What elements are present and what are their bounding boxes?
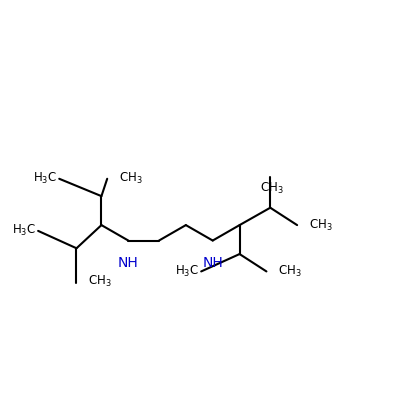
Text: CH$_3$: CH$_3$ [119,171,142,186]
Text: NH: NH [202,256,223,270]
Text: H$_3$C: H$_3$C [175,264,199,279]
Text: H$_3$C: H$_3$C [33,171,57,186]
Text: NH: NH [118,256,139,270]
Text: CH$_3$: CH$_3$ [278,264,302,279]
Text: CH$_3$: CH$_3$ [260,181,284,196]
Text: CH$_3$: CH$_3$ [88,274,112,289]
Text: CH$_3$: CH$_3$ [309,218,332,233]
Text: H$_3$C: H$_3$C [12,223,36,238]
